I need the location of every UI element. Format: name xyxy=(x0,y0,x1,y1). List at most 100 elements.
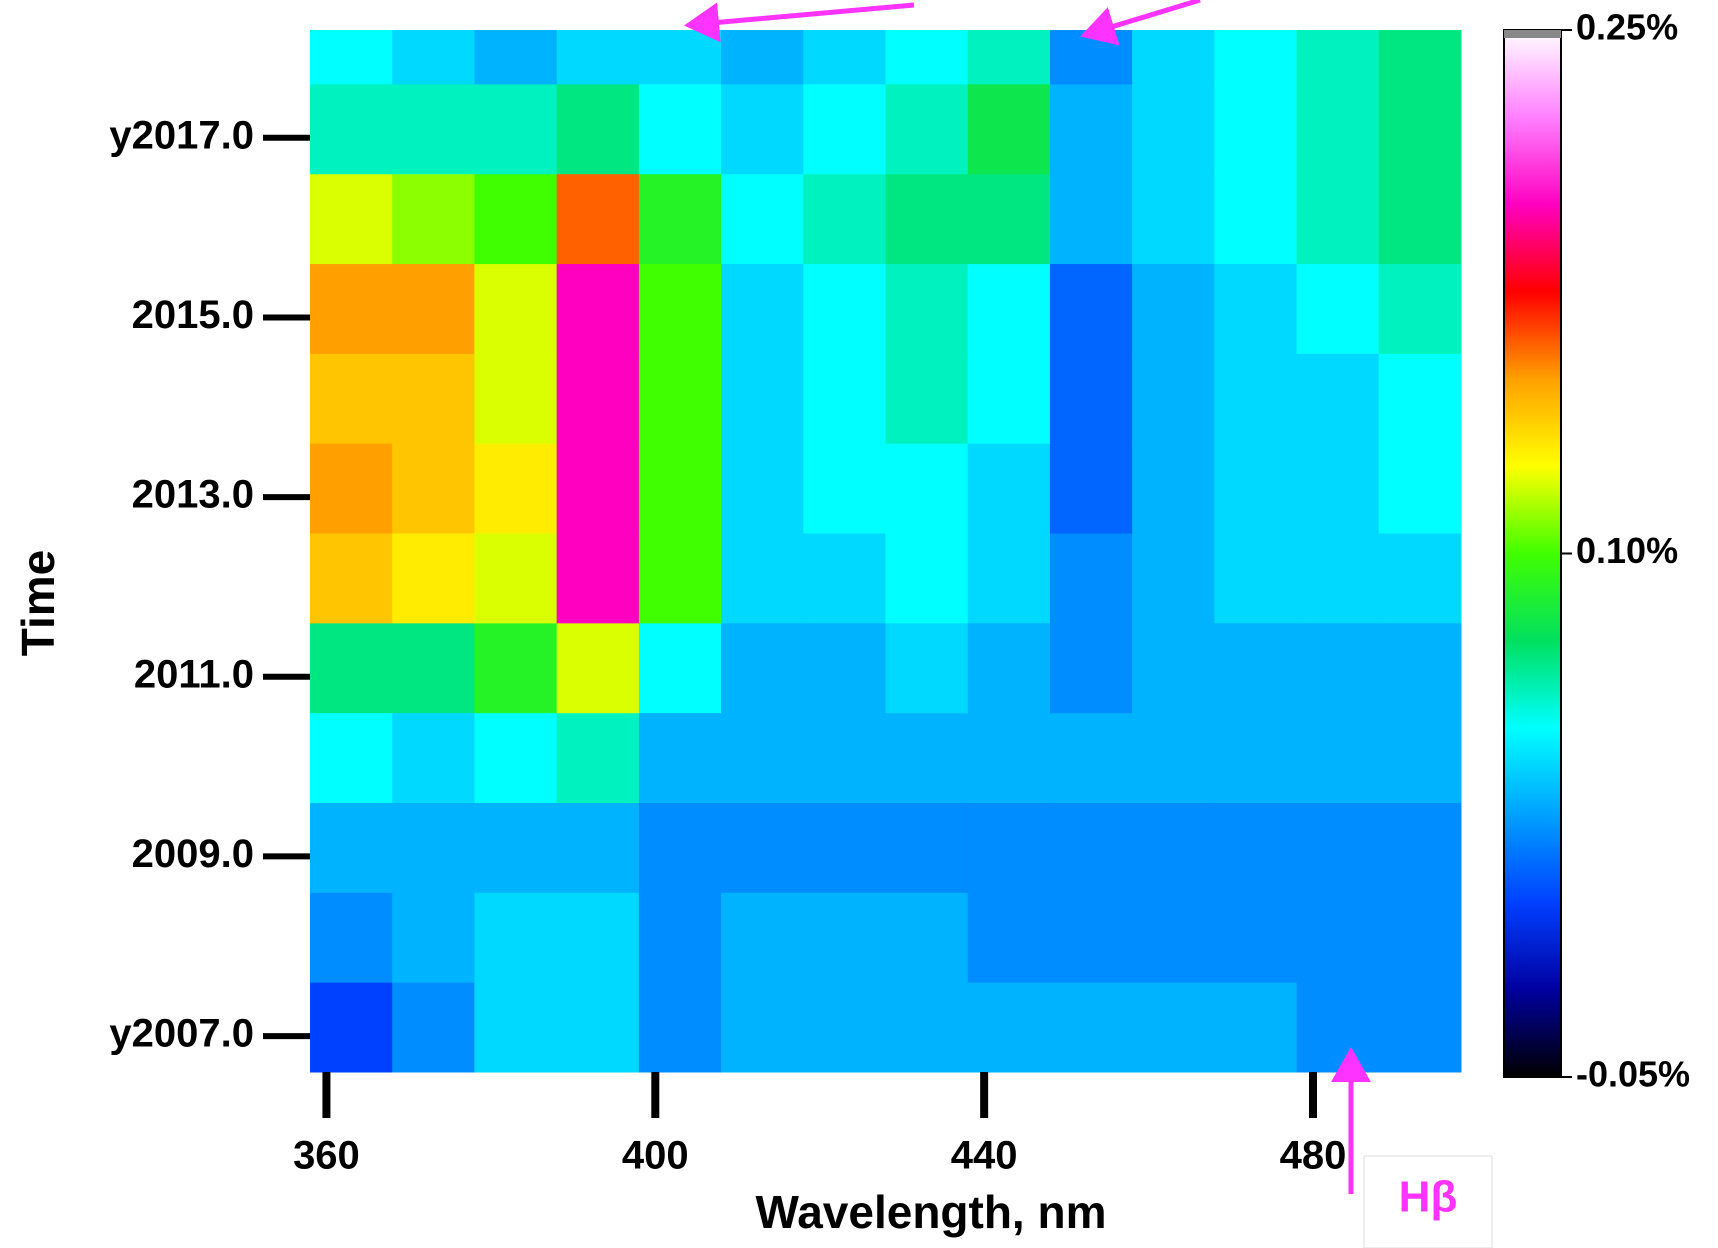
heatmap-cell xyxy=(638,263,722,354)
heatmap-cell xyxy=(885,263,969,354)
heatmap-cell xyxy=(1214,622,1298,714)
heatmap-cell xyxy=(556,802,640,893)
heatmap-cell xyxy=(721,83,804,175)
heatmap-cell xyxy=(638,712,722,804)
heatmap-cell xyxy=(1132,353,1215,444)
heatmap-cell xyxy=(885,982,969,1073)
heatmap-cell xyxy=(967,263,1051,354)
heatmap-cell xyxy=(310,892,393,983)
colorbar-cap xyxy=(1504,30,1561,38)
heatmap-cell xyxy=(1049,712,1133,804)
heatmap-cell xyxy=(1132,892,1215,983)
heatmap-cell xyxy=(1378,802,1462,893)
heatmap-cell xyxy=(967,83,1051,175)
heatmap-cell xyxy=(392,802,475,893)
heatmap-cell xyxy=(1378,83,1462,175)
heatmap-cell xyxy=(638,622,722,714)
heatmap-cell xyxy=(392,892,475,983)
heatmap-cell xyxy=(556,712,640,804)
heatmap-cell xyxy=(967,712,1051,804)
heatmap-cell xyxy=(310,622,393,714)
heatmap-cell xyxy=(721,30,804,85)
heatmap-cell xyxy=(1296,712,1380,804)
pointer-arrow xyxy=(684,2,915,43)
heatmap-cell xyxy=(1049,802,1133,893)
heatmap-cell xyxy=(1132,533,1215,624)
y-tick-label: y2017.0 xyxy=(109,113,254,157)
annotation-box xyxy=(1363,1155,1493,1248)
heatmap-cell xyxy=(392,263,475,354)
heatmap-cell xyxy=(1296,802,1380,893)
heatmap-cell xyxy=(1378,533,1462,624)
heatmap-cell xyxy=(967,443,1051,534)
y-tick-label: 2011.0 xyxy=(134,652,254,696)
y-tick-label: y2007.0 xyxy=(109,1012,254,1056)
heatmap-cell xyxy=(885,802,969,893)
heatmap-cell xyxy=(1049,533,1133,624)
heatmap-cell xyxy=(803,533,886,624)
heatmap-cell xyxy=(1049,263,1133,354)
heatmap-cell xyxy=(1214,712,1298,804)
heatmap-cell xyxy=(803,83,886,175)
heatmap-cell xyxy=(474,982,558,1073)
heatmap-cell xyxy=(1214,802,1298,893)
heatmap-cell xyxy=(474,533,558,624)
heatmap-cell xyxy=(1214,83,1298,175)
heatmap-cell xyxy=(721,443,804,534)
heatmap-cell xyxy=(474,263,558,354)
heatmap-cell xyxy=(1296,982,1380,1073)
heatmap-cell xyxy=(1049,443,1133,534)
heatmap-cell xyxy=(638,173,722,265)
heatmap-cell xyxy=(1132,622,1215,714)
heatmap-cell xyxy=(1296,83,1380,175)
heatmap-cell xyxy=(967,533,1051,624)
heatmap-cell xyxy=(1132,443,1215,534)
heatmap-cell xyxy=(474,802,558,893)
heatmap-cell xyxy=(885,533,969,624)
heatmap-cell xyxy=(1132,712,1215,804)
heatmap-cell xyxy=(392,443,475,534)
heatmap-cell xyxy=(474,30,558,85)
heatmap-cell xyxy=(803,982,886,1073)
heatmap-cell xyxy=(1132,802,1215,893)
heatmap-cell xyxy=(1296,443,1380,534)
heatmap-cell xyxy=(556,353,640,444)
heatmap-cell xyxy=(885,173,969,265)
heatmap-cell xyxy=(474,353,558,444)
heatmap-cell xyxy=(721,892,804,983)
heatmap-cell xyxy=(1296,263,1380,354)
heatmap-cell xyxy=(1378,173,1462,265)
heatmap-cell xyxy=(392,533,475,624)
heatmap-cell xyxy=(967,892,1051,983)
heatmap-cell xyxy=(556,892,640,983)
heatmap-cell xyxy=(310,712,393,804)
heatmap-cell xyxy=(1378,712,1462,804)
heatmap-cell xyxy=(721,982,804,1073)
heatmap-cell xyxy=(1214,443,1298,534)
heatmap-cell xyxy=(967,982,1051,1073)
heatmap-cell xyxy=(392,622,475,714)
heatmap-cell xyxy=(310,982,393,1073)
heatmap-cell xyxy=(803,622,886,714)
heatmap-cell xyxy=(474,712,558,804)
heatmap-cell xyxy=(803,712,886,804)
heatmap-cell xyxy=(1049,30,1133,85)
heatmap-cell xyxy=(1132,30,1215,85)
heatmap-cell xyxy=(803,443,886,534)
heatmap-cell xyxy=(310,30,393,85)
heatmap-cell xyxy=(803,802,886,893)
heatmap-cell xyxy=(1132,982,1215,1073)
heatmap-cell xyxy=(310,533,393,624)
heatmap-cell xyxy=(885,892,969,983)
x-axis-label: Wavelength, nm xyxy=(756,1186,1107,1238)
heatmap-cell xyxy=(1378,622,1462,714)
heatmap-cell xyxy=(474,83,558,175)
heatmap-cell xyxy=(967,173,1051,265)
heatmap-cell xyxy=(803,892,886,983)
heatmap-cell xyxy=(1049,353,1133,444)
heatmap-cell xyxy=(885,30,969,85)
y-tick-label: 2015.0 xyxy=(132,293,254,337)
heatmap-cell xyxy=(1296,353,1380,444)
heatmap-cell xyxy=(1296,173,1380,265)
